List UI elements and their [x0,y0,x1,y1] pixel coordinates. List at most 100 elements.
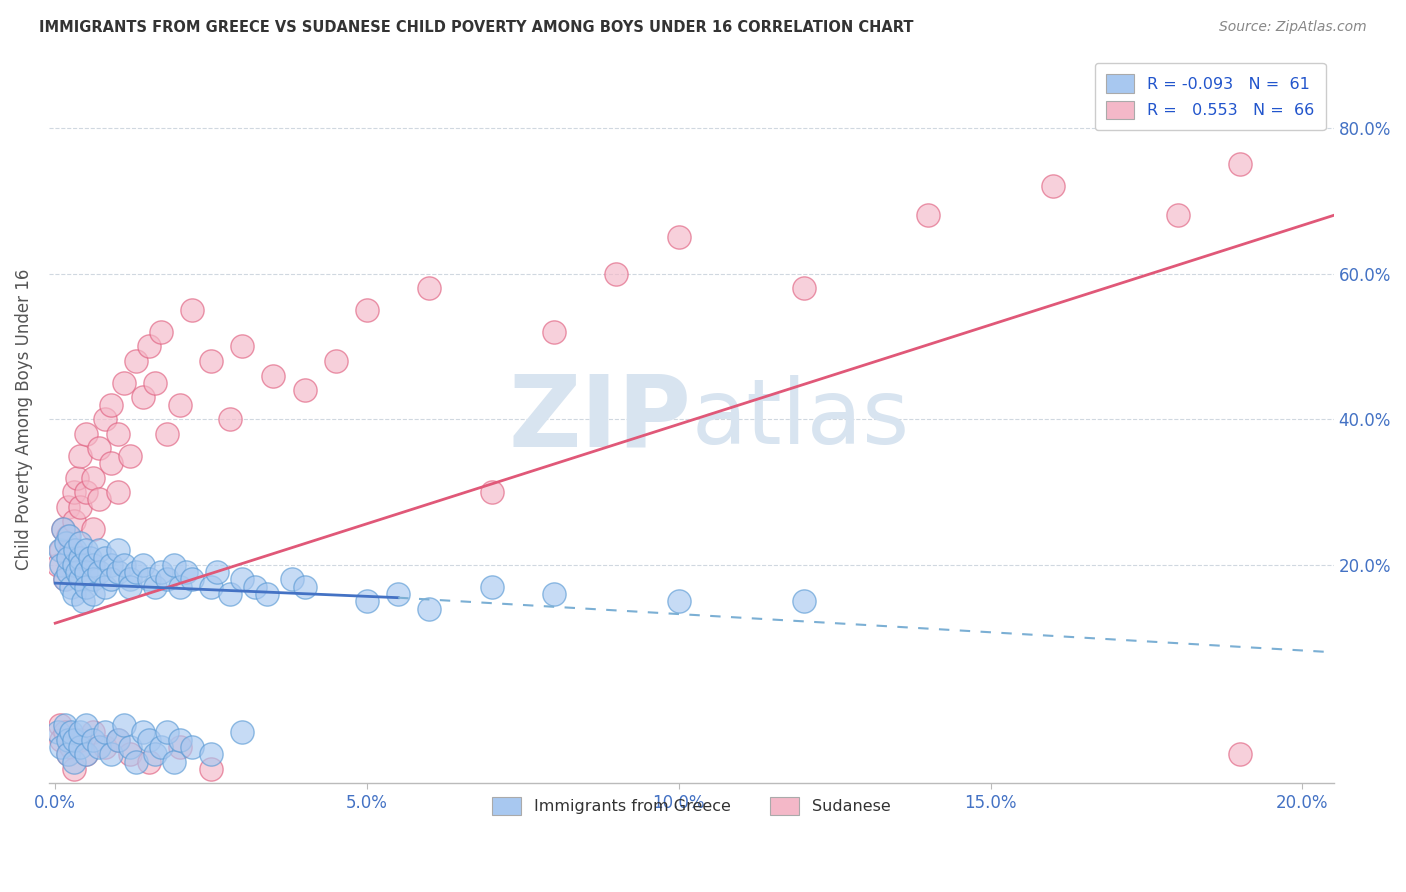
Text: Source: ZipAtlas.com: Source: ZipAtlas.com [1219,20,1367,34]
Point [51,558,73,572]
Point [94,739,117,754]
Point [63,514,86,528]
Point [59,725,82,739]
Point [917,208,939,222]
Point [94,550,117,565]
Point [69,536,91,550]
Point [79,550,101,565]
Point [107,543,129,558]
Point [82,725,104,739]
Point [75,580,97,594]
Point [94,725,117,739]
Point [200,580,222,594]
Point [356,594,378,608]
Point [131,558,153,572]
Point [181,573,204,587]
Point [138,339,160,353]
Point [100,747,122,762]
Point [63,485,86,500]
Point [387,587,409,601]
Point [793,281,815,295]
Point [181,303,204,318]
Point [52,521,75,535]
Point [181,739,204,754]
Point [418,601,440,615]
Point [63,558,86,572]
Point [138,573,160,587]
Point [231,573,253,587]
Point [107,565,129,579]
Point [51,732,73,747]
Point [143,376,166,390]
Point [53,718,76,732]
Point [200,762,222,776]
Point [49,718,72,732]
Point [63,755,86,769]
Point [94,412,117,426]
Point [125,354,148,368]
Point [131,391,153,405]
Point [231,725,253,739]
Point [75,485,97,500]
Point [69,573,91,587]
Point [294,580,316,594]
Point [87,739,110,754]
Point [69,739,91,754]
Point [87,543,110,558]
Point [107,732,129,747]
Point [481,580,503,594]
Point [75,426,97,441]
Point [150,565,173,579]
Point [66,565,89,579]
Point [107,426,129,441]
Point [207,565,229,579]
Point [200,354,222,368]
Point [125,755,148,769]
Point [1042,179,1064,194]
Point [325,354,347,368]
Text: atlas: atlas [692,376,910,463]
Point [56,747,79,762]
Point [69,732,91,747]
Point [59,543,82,558]
Point [100,456,122,470]
Point [75,543,97,558]
Point [59,580,82,594]
Point [55,536,77,550]
Point [66,470,89,484]
Point [56,529,79,543]
Point [263,368,285,383]
Point [69,449,91,463]
Point [174,565,197,579]
Point [150,739,173,754]
Point [75,747,97,762]
Point [75,565,97,579]
Point [63,732,86,747]
Point [200,747,222,762]
Point [156,426,179,441]
Point [1229,747,1251,762]
Point [53,573,76,587]
Point [56,550,79,565]
Point [94,580,117,594]
Point [51,543,73,558]
Point [156,725,179,739]
Point [668,230,690,244]
Point [69,550,91,565]
Point [118,449,141,463]
Point [56,500,79,514]
Point [481,485,503,500]
Point [56,732,79,747]
Point [156,573,179,587]
Point [100,558,122,572]
Point [668,594,690,608]
Point [63,762,86,776]
Point [218,412,240,426]
Point [82,732,104,747]
Point [131,725,153,739]
Point [53,725,76,739]
Point [543,325,565,339]
Point [107,732,129,747]
Point [256,587,278,601]
Point [82,587,104,601]
